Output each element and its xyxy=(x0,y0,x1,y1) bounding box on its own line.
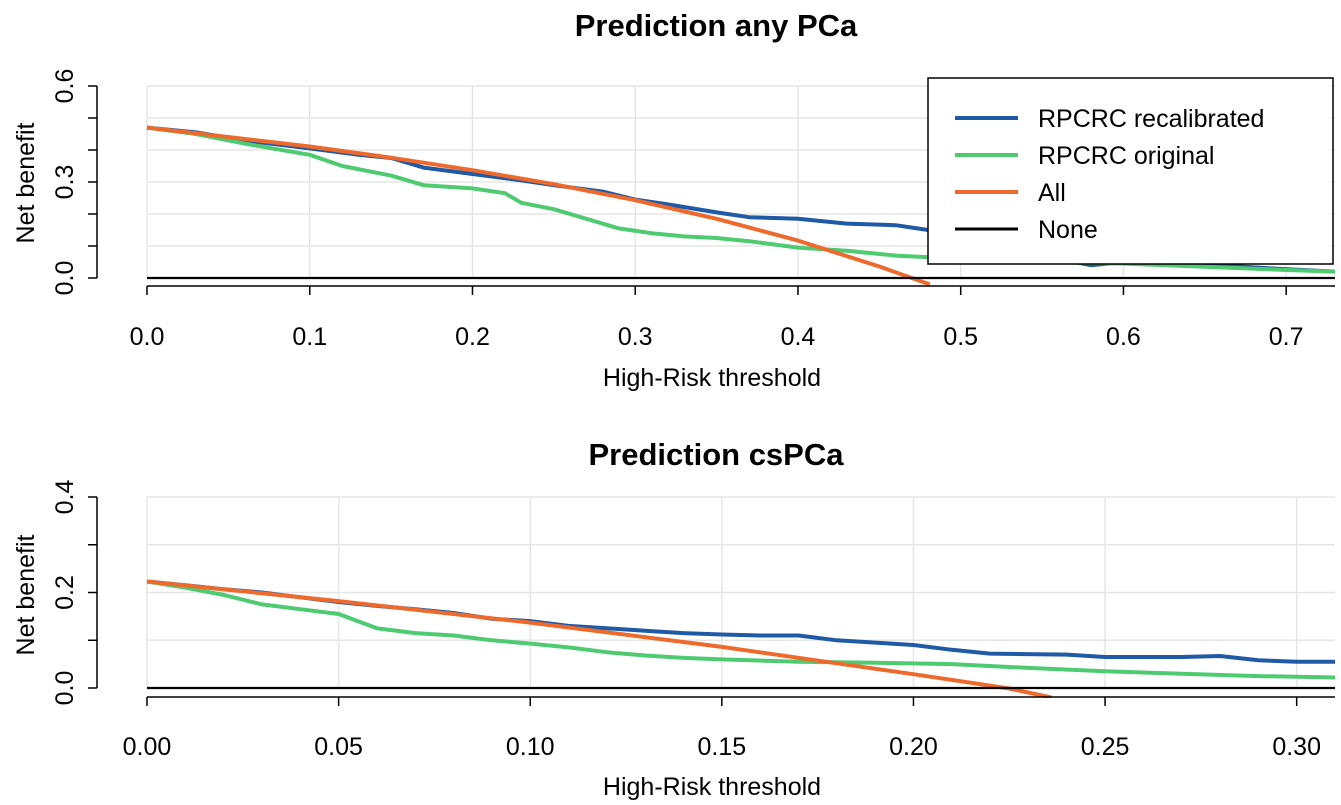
series-line-all xyxy=(146,125,931,287)
x-tick-label: 0.2 xyxy=(455,323,490,351)
x-tick-label: 0.20 xyxy=(889,733,938,761)
y-tick-label: 0.4 xyxy=(51,480,79,515)
axes: 0.0 0.1 0.2 0.3 0.4 0.5 0.6 0.7 0.0 0.3 0.6 xyxy=(51,69,1335,351)
legend-label: RPCRC original xyxy=(1038,142,1214,170)
x-tick-label: 0.4 xyxy=(781,323,816,351)
axes: 0.00 0.05 0.10 0.15 0.20 0.25 0.30 0.0 0.2 0.4 xyxy=(51,480,1335,761)
y-tick-label: 0.6 xyxy=(51,69,79,104)
x-tick-label: 0.1 xyxy=(292,323,327,351)
y-tick-label: 0.3 xyxy=(51,165,79,200)
legend-label: None xyxy=(1038,216,1098,244)
legend-box xyxy=(927,77,1334,265)
legend-label: All xyxy=(1038,179,1066,207)
x-tick-label: 0.7 xyxy=(1269,323,1304,351)
x-tick-label: 0.00 xyxy=(123,733,172,761)
y-axis-label: Net benefit xyxy=(12,534,40,655)
x-tick-label: 0.25 xyxy=(1081,733,1130,761)
x-tick-label: 0.3 xyxy=(618,323,653,351)
y-tick-label: 0.0 xyxy=(51,671,79,706)
chart-title: Prediction any PCa xyxy=(575,8,858,43)
y-tick-label: 0.2 xyxy=(51,575,79,610)
y-tick-label: 0.0 xyxy=(51,261,79,296)
x-tick-label: 0.10 xyxy=(506,733,555,761)
x-axis-label: High-Risk threshold xyxy=(603,364,821,392)
x-tick-label: 0.5 xyxy=(943,323,978,351)
x-tick-label: 0.15 xyxy=(698,733,747,761)
x-tick-label: 0.30 xyxy=(1272,733,1321,761)
chart-cspca: 0.00 0.05 0.10 0.15 0.20 0.25 0.30 0.0 0.2 0.4 Pr… xyxy=(12,437,1335,801)
series-lines xyxy=(146,579,1335,698)
legend: RPCRC recalibrated RPCRC original All None xyxy=(927,77,1334,265)
chart-any-pca: 0.0 0.1 0.2 0.3 0.4 0.5 0.6 0.7 0.0 0.3 0.6 Predic… xyxy=(12,8,1335,392)
x-axis-label: High-Risk threshold xyxy=(603,773,821,801)
chart-title: Prediction csPCa xyxy=(589,437,845,472)
series-line-rpcrc-original xyxy=(146,579,1335,680)
x-tick-label: 0.05 xyxy=(314,733,363,761)
y-axis-label: Net benefit xyxy=(12,122,40,243)
legend-label: RPCRC recalibrated xyxy=(1038,105,1264,133)
x-tick-label: 0.0 xyxy=(130,323,165,351)
x-tick-label: 0.6 xyxy=(1106,323,1141,351)
